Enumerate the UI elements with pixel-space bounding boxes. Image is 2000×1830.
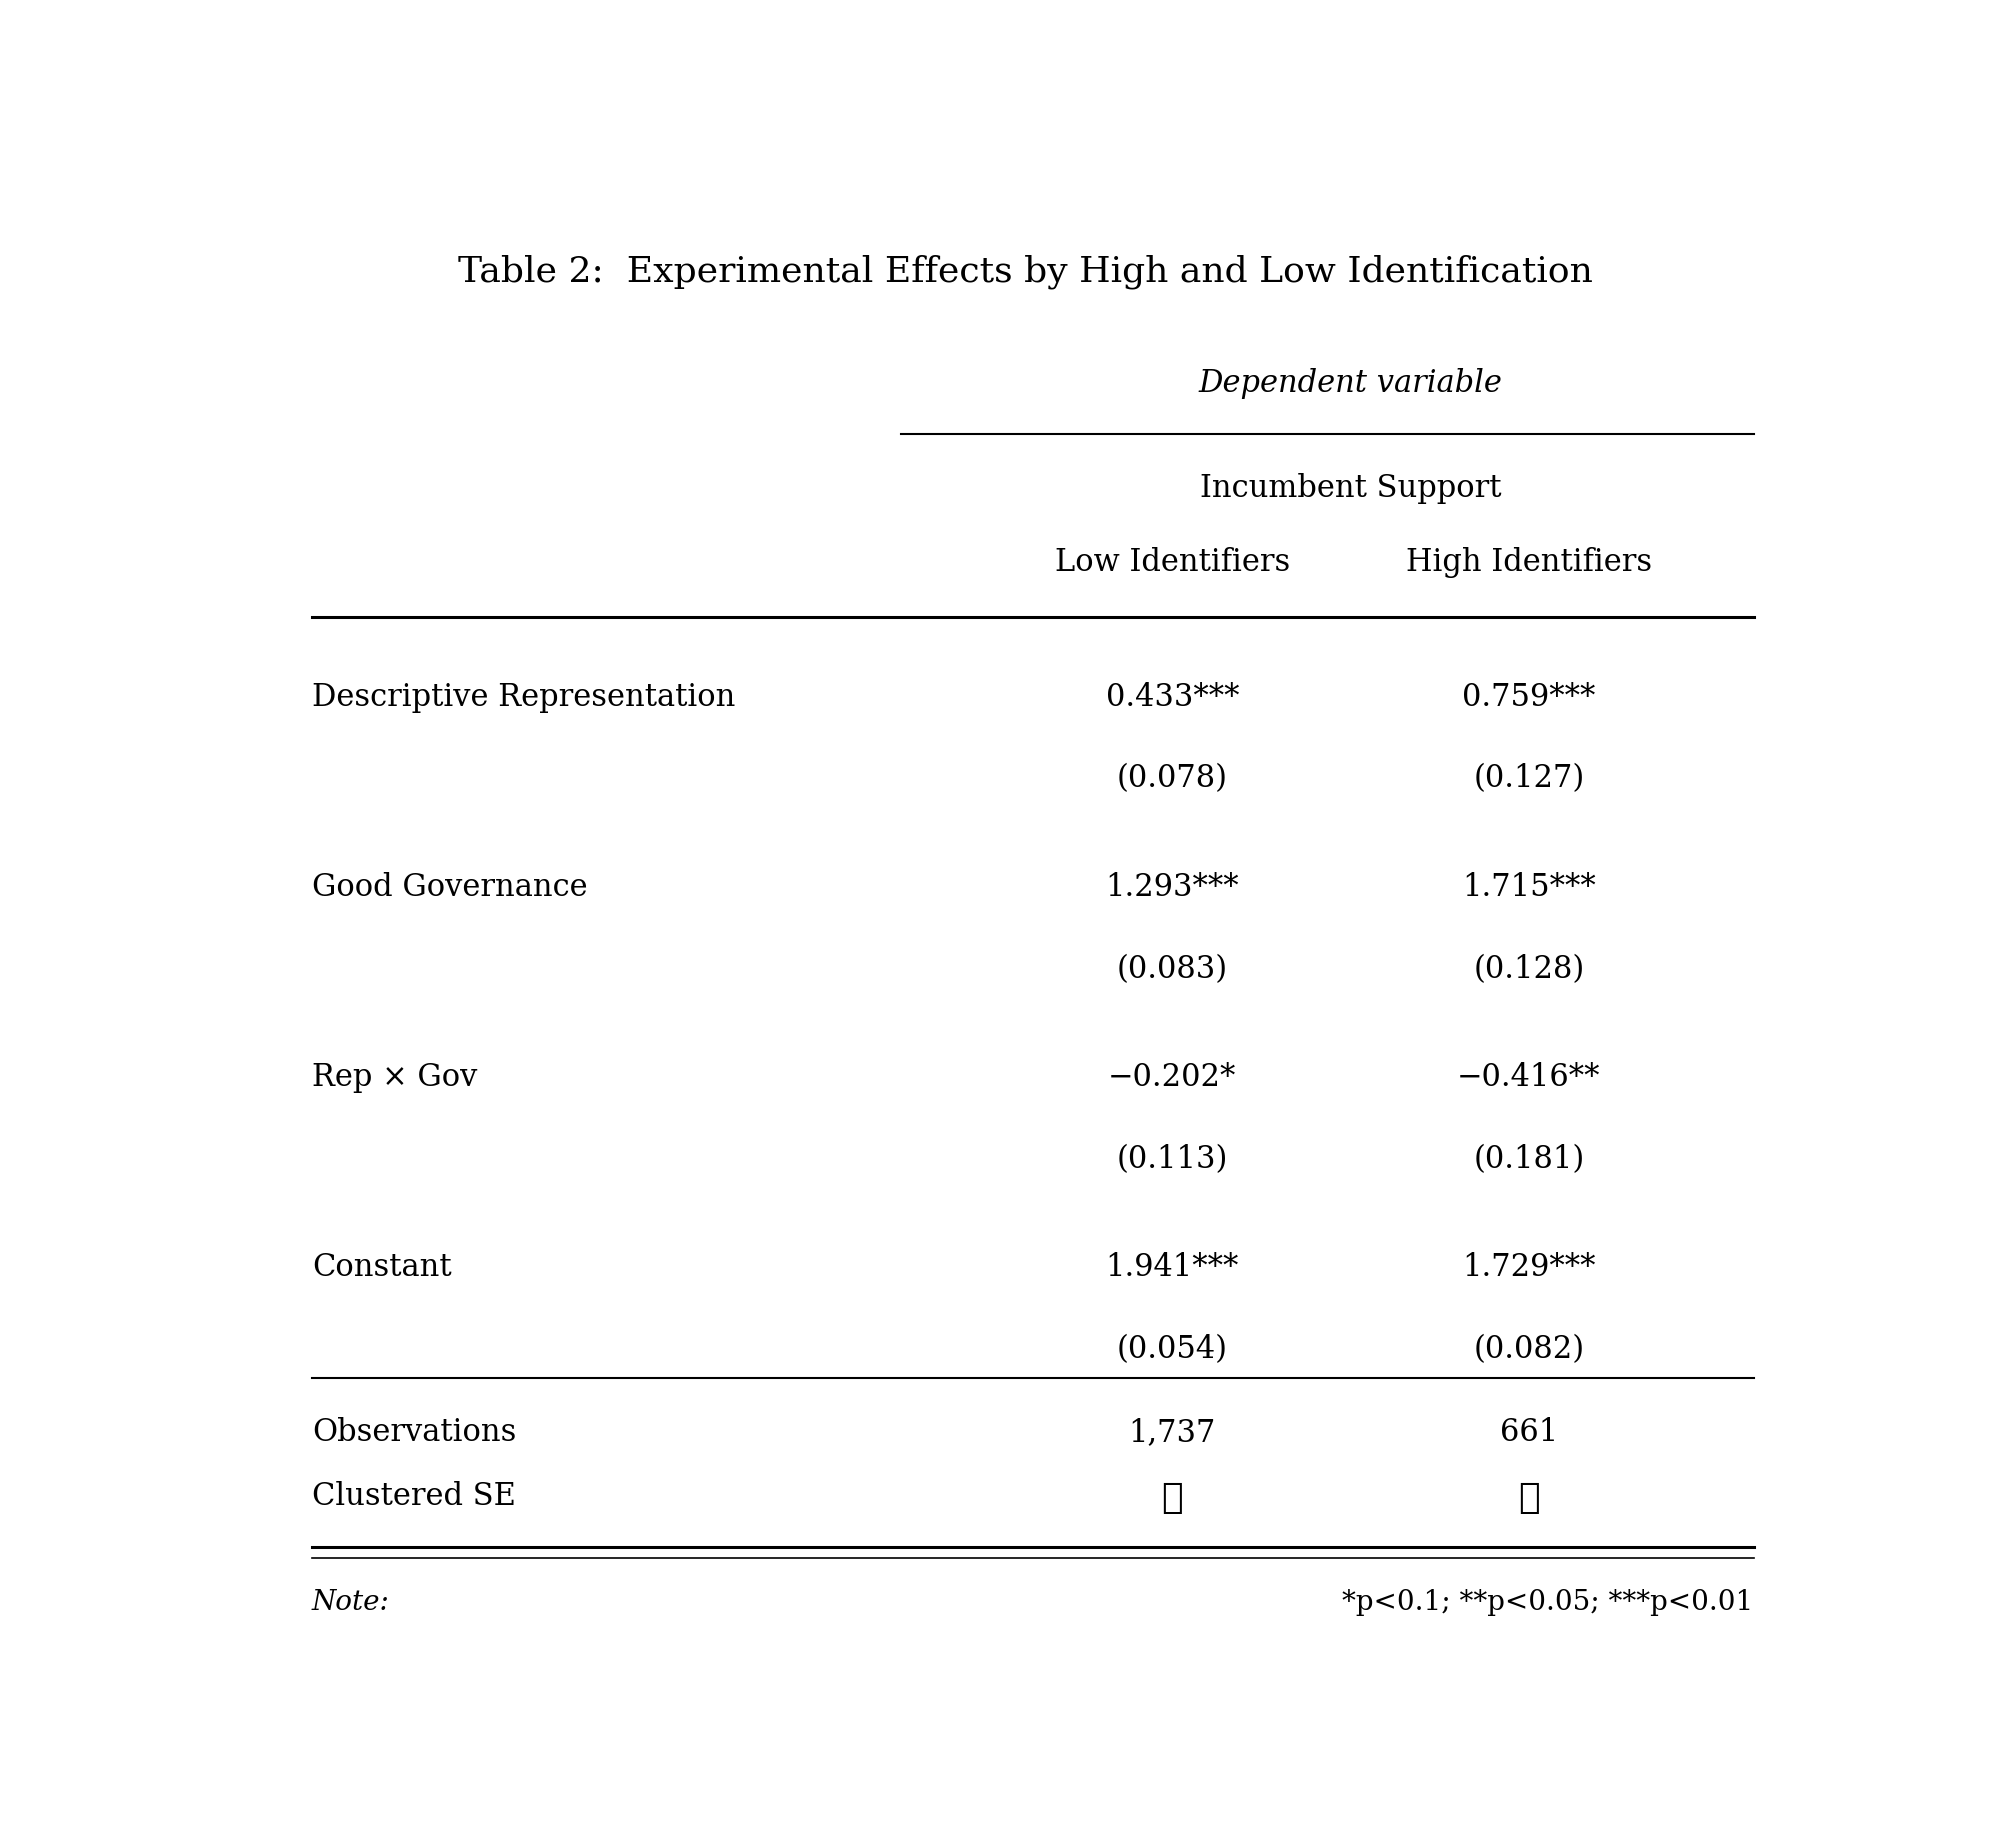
Text: 0.759***: 0.759***: [1462, 683, 1596, 712]
Text: Note:: Note:: [312, 1588, 390, 1616]
Text: ✓: ✓: [1162, 1480, 1184, 1515]
Text: 1.941***: 1.941***: [1106, 1252, 1238, 1283]
Text: 661: 661: [1500, 1416, 1558, 1448]
Text: 1.715***: 1.715***: [1462, 873, 1596, 902]
Text: Dependent variable: Dependent variable: [1198, 368, 1502, 399]
Text: ✓: ✓: [1518, 1480, 1540, 1515]
Text: −0.202*: −0.202*: [1108, 1061, 1236, 1093]
Text: (0.078): (0.078): [1116, 763, 1228, 794]
Text: Rep × Gov: Rep × Gov: [312, 1061, 478, 1093]
Text: Table 2:  Experimental Effects by High and Low Identification: Table 2: Experimental Effects by High an…: [458, 254, 1592, 289]
Text: −0.416**: −0.416**: [1456, 1061, 1600, 1093]
Text: Low Identifiers: Low Identifiers: [1054, 547, 1290, 578]
Text: Constant: Constant: [312, 1252, 452, 1283]
Text: (0.128): (0.128): [1474, 953, 1584, 985]
Text: (0.082): (0.082): [1474, 1334, 1584, 1365]
Text: (0.083): (0.083): [1116, 953, 1228, 985]
Text: (0.181): (0.181): [1474, 1144, 1584, 1175]
Text: 1.729***: 1.729***: [1462, 1252, 1596, 1283]
Text: 0.433***: 0.433***: [1106, 683, 1240, 712]
Text: Clustered SE: Clustered SE: [312, 1480, 516, 1512]
Text: (0.054): (0.054): [1116, 1334, 1228, 1365]
Text: Observations: Observations: [312, 1416, 516, 1448]
Text: Good Governance: Good Governance: [312, 873, 588, 902]
Text: Descriptive Representation: Descriptive Representation: [312, 683, 736, 712]
Text: 1,737: 1,737: [1128, 1416, 1216, 1448]
Text: 1.293***: 1.293***: [1106, 873, 1240, 902]
Text: (0.127): (0.127): [1474, 763, 1584, 794]
Text: Incumbent Support: Incumbent Support: [1200, 474, 1502, 505]
Text: High Identifiers: High Identifiers: [1406, 547, 1652, 578]
Text: (0.113): (0.113): [1116, 1144, 1228, 1175]
Text: *p<0.1; **p<0.05; ***p<0.01: *p<0.1; **p<0.05; ***p<0.01: [1342, 1588, 1754, 1616]
